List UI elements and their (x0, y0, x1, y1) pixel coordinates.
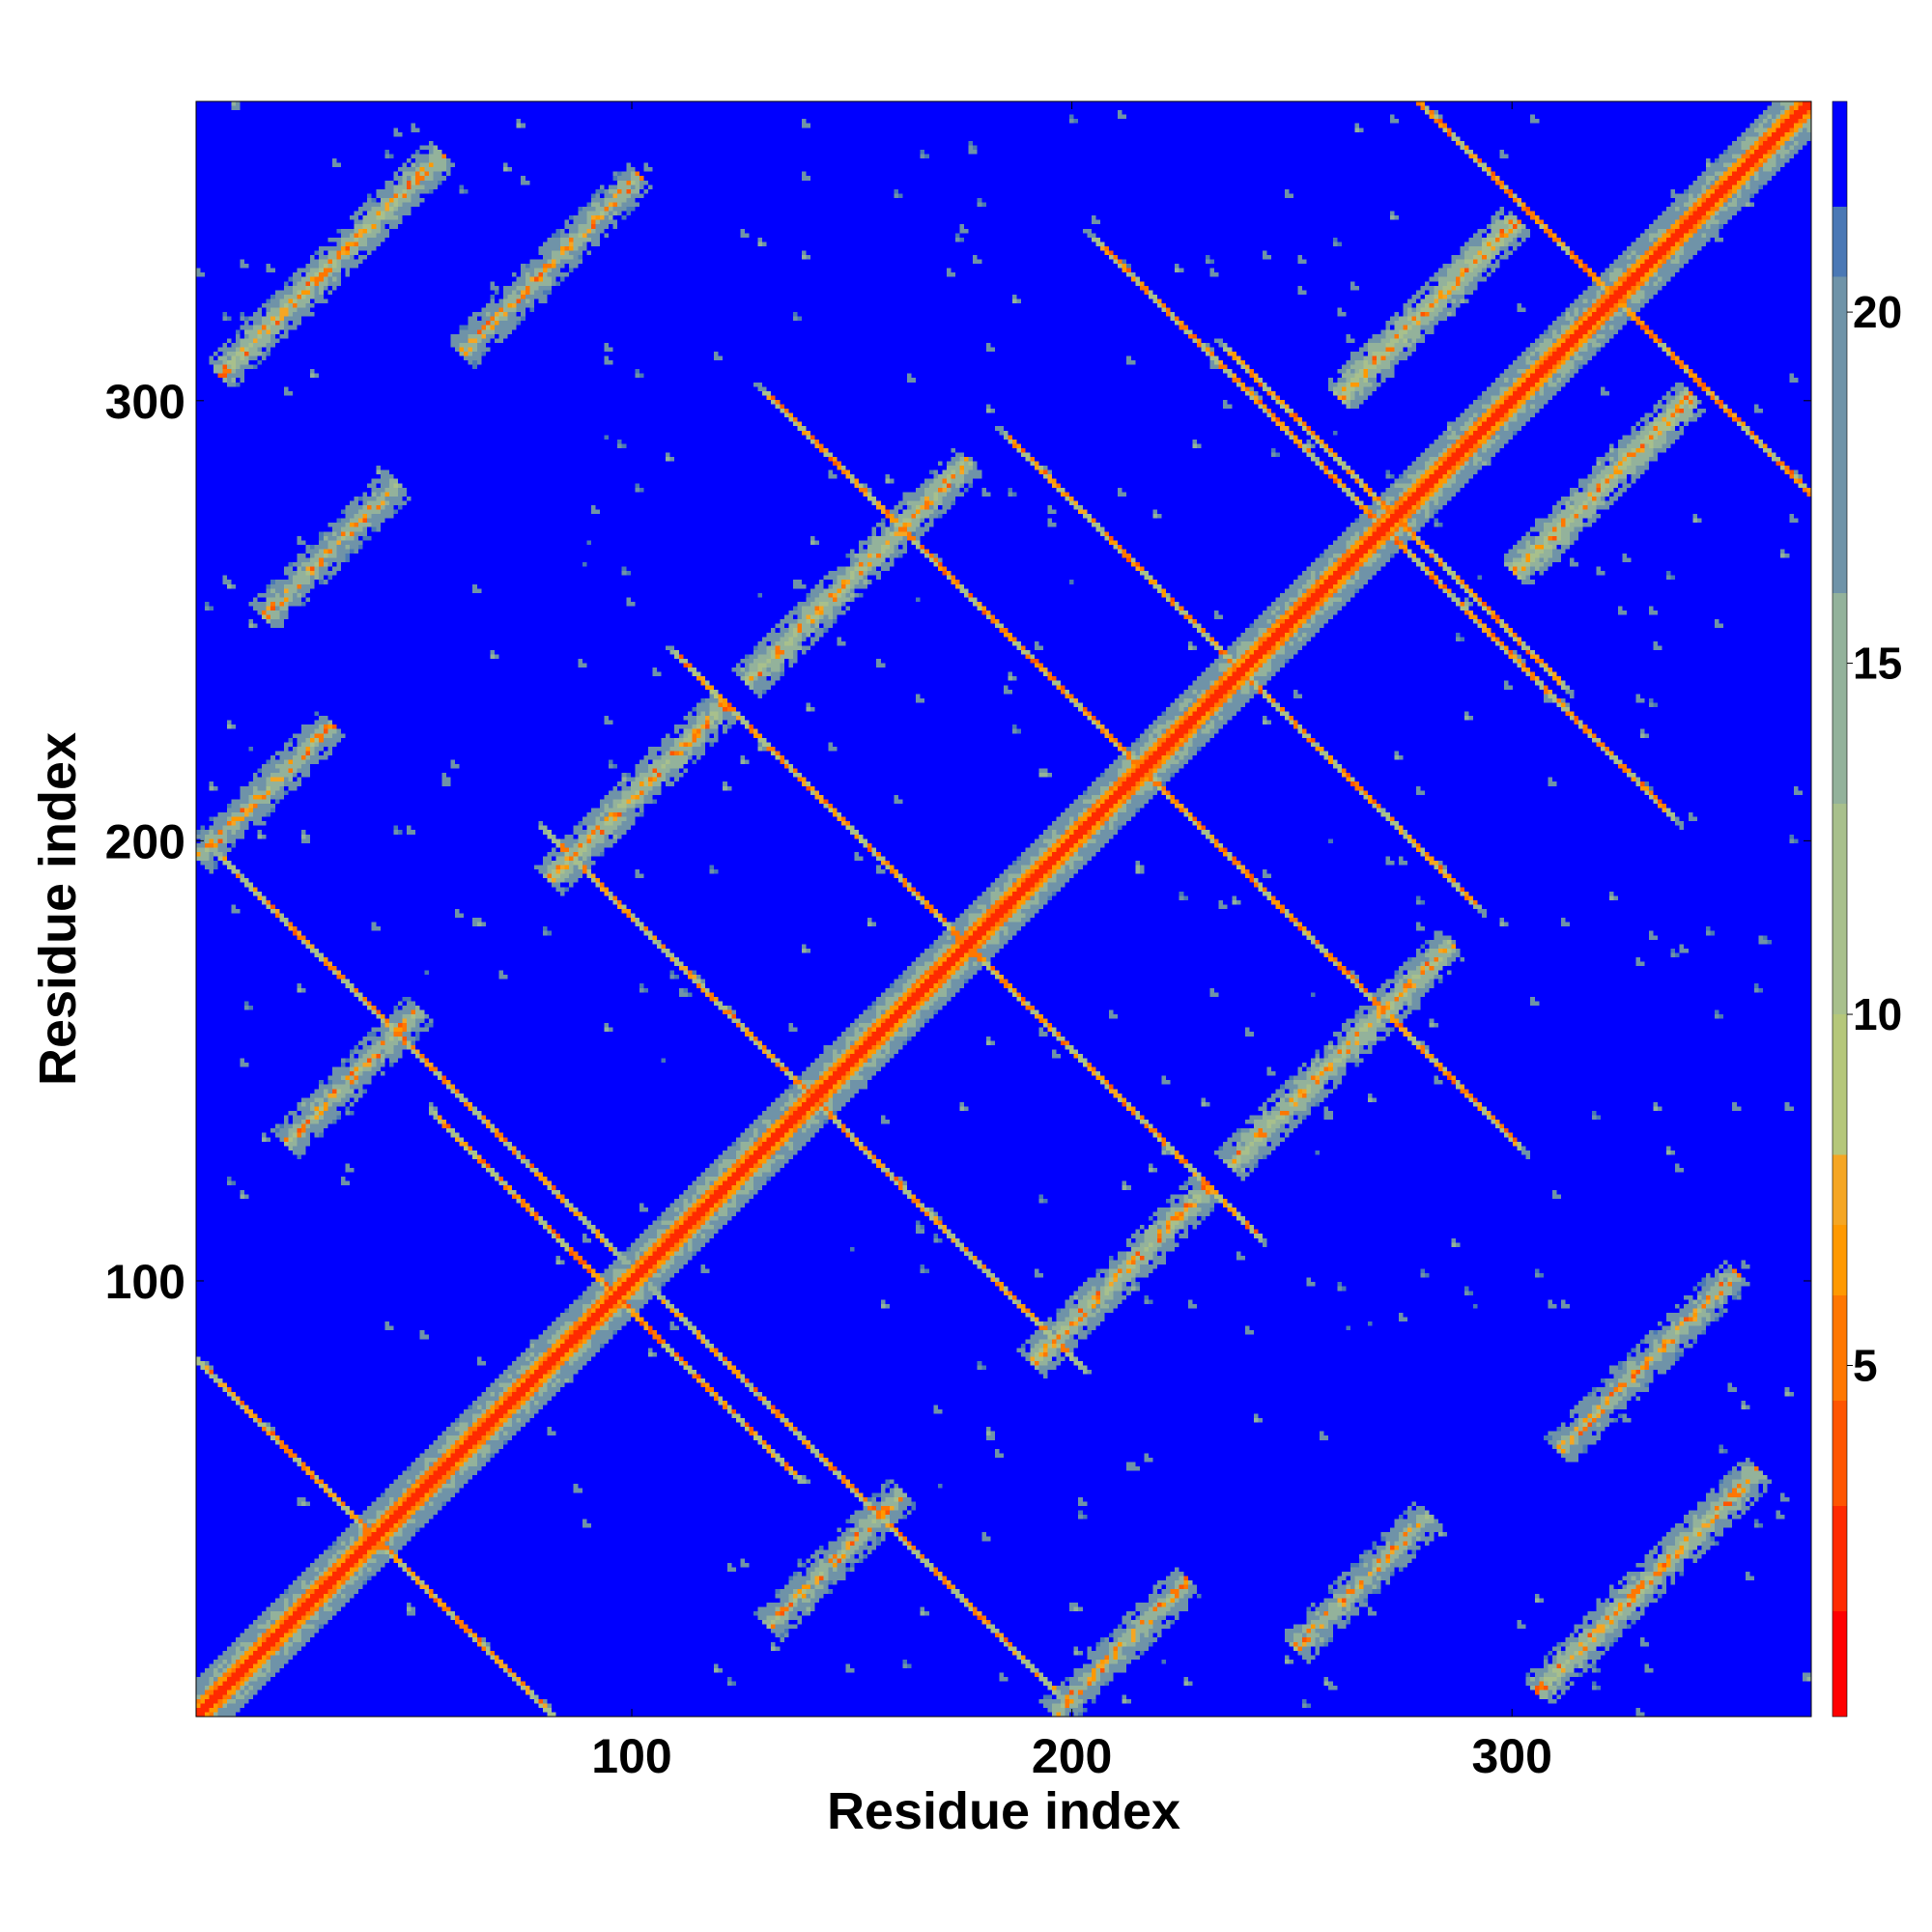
y-tick-label: 200 (105, 814, 185, 868)
colorbar (1833, 101, 1847, 1717)
x-tick-label: 200 (1032, 1729, 1112, 1783)
colorbar-tick-label: 20 (1853, 287, 1902, 337)
y-tick-label: 300 (105, 375, 185, 429)
x-axis-ticks: 100 200 300 (591, 101, 1552, 1783)
x-tick-label: 300 (1471, 1729, 1551, 1783)
colorbar-border (1832, 100, 1848, 1718)
y-axis-label: Residue index (29, 732, 87, 1086)
y-axis-ticks: 100 200 300 (105, 375, 1811, 1309)
colorbar-tick-label: 5 (1853, 1341, 1878, 1391)
y-tick-label: 100 (105, 1255, 185, 1309)
plot-border (195, 100, 1812, 1718)
heatmap-image (196, 101, 1811, 1717)
x-axis-label: Residue index (827, 1782, 1180, 1840)
colorbar-tick-label: 10 (1853, 989, 1902, 1039)
colorbar-tick-label: 15 (1853, 639, 1902, 689)
x-tick-label: 100 (591, 1729, 671, 1783)
colorbar-ticks: 5 10 15 20 (1832, 100, 1902, 1718)
